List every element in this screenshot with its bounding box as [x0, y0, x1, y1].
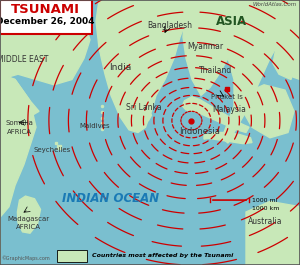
Text: December 26, 2004: December 26, 2004: [0, 17, 95, 26]
Text: Myanmar: Myanmar: [188, 42, 224, 51]
Polygon shape: [222, 0, 285, 143]
Polygon shape: [0, 74, 39, 117]
Text: MIDDLE EAST: MIDDLE EAST: [0, 55, 48, 64]
Polygon shape: [0, 74, 36, 265]
Text: AFRICA: AFRICA: [16, 224, 41, 230]
Text: Phuket Is: Phuket Is: [211, 94, 242, 100]
Text: Countries most affected by the Tsunami: Countries most affected by the Tsunami: [92, 254, 233, 258]
Polygon shape: [182, 97, 249, 132]
FancyBboxPatch shape: [0, 0, 92, 34]
Text: TSUNAMI: TSUNAMI: [11, 3, 80, 16]
Polygon shape: [204, 132, 252, 144]
Text: 1000 km: 1000 km: [252, 206, 279, 210]
Text: Bangladesh: Bangladesh: [147, 21, 192, 30]
Polygon shape: [96, 0, 186, 132]
Text: Madagascar: Madagascar: [8, 216, 50, 222]
Text: Australia: Australia: [248, 217, 283, 226]
Polygon shape: [243, 85, 294, 138]
Text: 1000 mi: 1000 mi: [252, 198, 278, 202]
Polygon shape: [246, 201, 300, 265]
Text: Indonesia: Indonesia: [179, 127, 220, 136]
Text: ©GraphicMaps.com: ©GraphicMaps.com: [2, 255, 50, 261]
Polygon shape: [0, 0, 90, 85]
Text: INDIAN OCEAN: INDIAN OCEAN: [62, 192, 160, 205]
Text: Maldives: Maldives: [79, 123, 110, 129]
Polygon shape: [140, 109, 152, 121]
Polygon shape: [183, 0, 240, 95]
Text: Sri Lanka: Sri Lanka: [126, 103, 162, 112]
Text: Somalia: Somalia: [6, 120, 33, 126]
Bar: [57, 250, 87, 262]
Text: India: India: [109, 63, 131, 72]
Text: WorldAtlas.Com: WorldAtlas.Com: [253, 2, 297, 7]
Text: Seychelles: Seychelles: [34, 147, 71, 153]
Text: Malaysia: Malaysia: [213, 105, 246, 114]
Text: Thailand: Thailand: [200, 66, 232, 75]
Text: ASIA: ASIA: [215, 15, 247, 28]
Polygon shape: [273, 42, 297, 80]
Text: AFRICA: AFRICA: [7, 129, 32, 135]
Polygon shape: [264, 0, 300, 80]
Polygon shape: [17, 196, 41, 233]
